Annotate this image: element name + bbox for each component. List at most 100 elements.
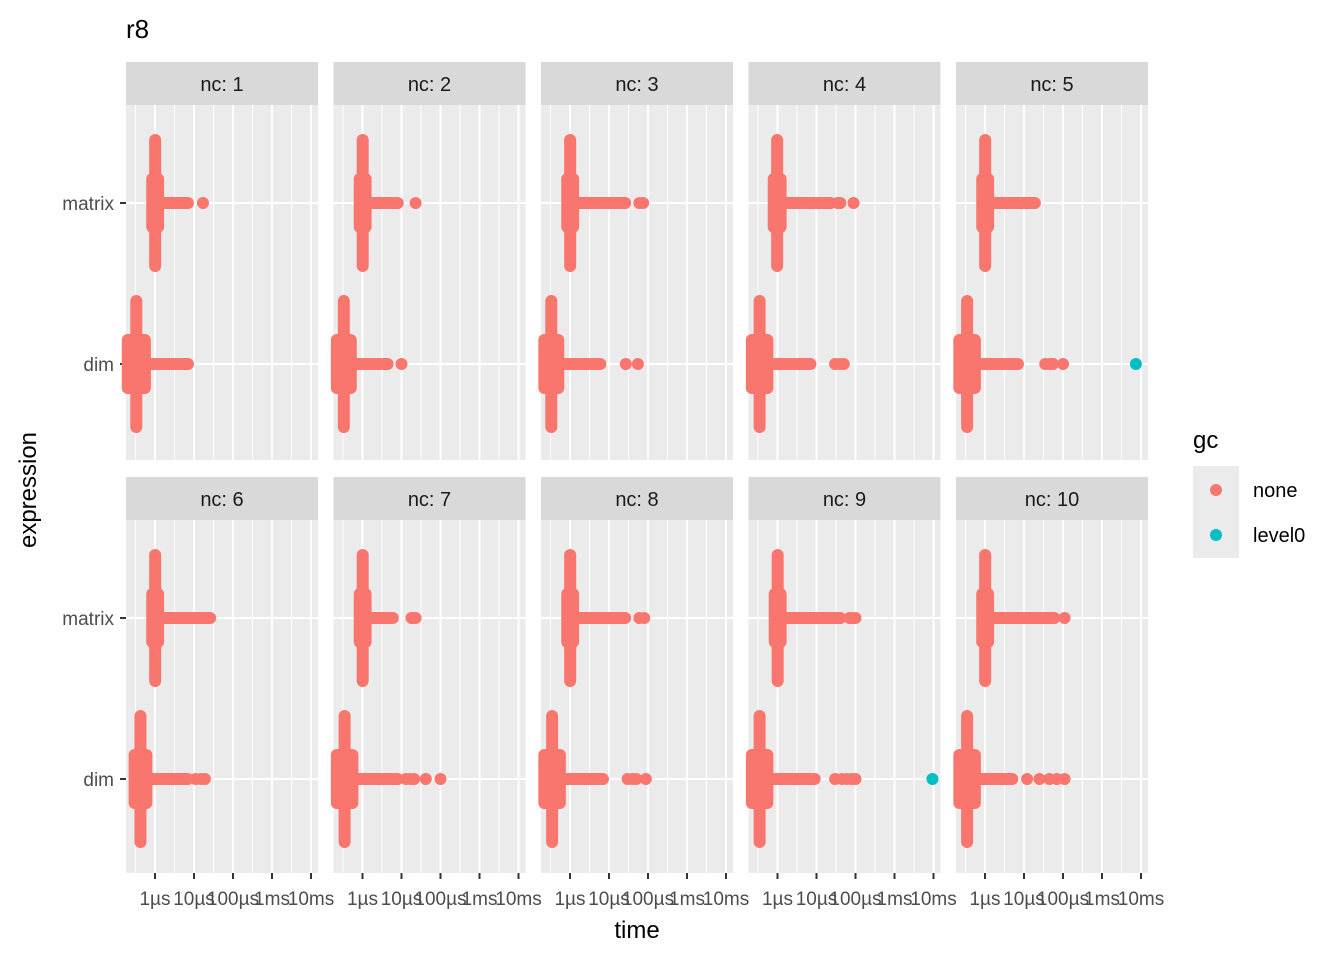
- x-tick-label: 1ms: [1084, 889, 1120, 910]
- x-axis-title: time: [614, 917, 659, 944]
- legend-key-level0: [1210, 529, 1222, 541]
- point-tail-dim: [963, 773, 1019, 785]
- x-tick-label: 1µs: [969, 889, 1000, 910]
- facet-panels: nc: 1 matrix dim nc: 2 nc: 3 nc: 4 nc: 5 nc: 6 1…: [62, 62, 1164, 910]
- facet-panel-nc-3: nc: 3: [538, 62, 733, 460]
- data-point-dim: [198, 773, 211, 785]
- data-point-level0-dim: [926, 773, 939, 785]
- x-tick-label: 100µs: [1037, 889, 1089, 910]
- y-tick-label: dim: [83, 770, 114, 791]
- x-tick-label: 100µs: [829, 889, 881, 910]
- y-tick-label: matrix: [62, 609, 114, 630]
- x-tick-label: 1µs: [554, 889, 585, 910]
- x-tick-label: 1µs: [347, 889, 378, 910]
- x-tick-label: 10µs: [588, 889, 630, 910]
- data-point-dim: [631, 358, 644, 370]
- x-tick-label: 10µs: [381, 889, 423, 910]
- point-tail-matrix: [771, 197, 837, 209]
- x-tick-label: 1ms: [462, 889, 498, 910]
- point-tail-dim: [133, 773, 194, 785]
- x-tick-label: 10µs: [1003, 889, 1045, 910]
- point-tail-dim: [963, 358, 1024, 370]
- x-tick-label: 10µs: [796, 889, 838, 910]
- legend-key-none: [1210, 484, 1222, 496]
- x-tick-label: 100µs: [207, 889, 259, 910]
- facet-panel-nc-1: nc: 1 matrix dim: [62, 62, 318, 460]
- facet-strip: [126, 477, 318, 520]
- x-tick-label: 1ms: [254, 889, 290, 910]
- data-point-matrix: [849, 612, 862, 624]
- facet-panel-nc-5: nc: 5: [953, 62, 1148, 460]
- point-tail-matrix: [771, 612, 847, 624]
- chart-title: r8: [126, 14, 149, 44]
- x-tick-label: 10ms: [288, 889, 334, 910]
- x-tick-label: 1ms: [877, 889, 913, 910]
- data-point-matrix: [409, 197, 422, 209]
- point-tail-dim: [548, 358, 607, 370]
- y-tick-label: dim: [83, 355, 114, 376]
- legend-label: none: [1253, 480, 1298, 502]
- facet-strip: [956, 477, 1148, 520]
- legend-key-background: [1193, 466, 1239, 558]
- facet-strip: [956, 62, 1148, 105]
- data-point-matrix: [409, 612, 422, 624]
- point-tail-matrix: [564, 612, 632, 624]
- point-tail-dim: [340, 358, 394, 370]
- data-point-dim: [837, 358, 850, 370]
- x-tick-label: 1µs: [139, 889, 170, 910]
- point-tail-matrix: [149, 197, 194, 209]
- point-tail-dim: [548, 773, 609, 785]
- facet-strip-label: nc: 5: [1030, 74, 1073, 96]
- x-tick-label: 10ms: [495, 889, 541, 910]
- facet-strip-label: nc: 8: [615, 489, 658, 511]
- facet-strip-label: nc: 9: [823, 489, 866, 511]
- facet-strip: [126, 62, 318, 105]
- point-tail-matrix: [564, 197, 632, 209]
- data-point-matrix: [847, 197, 860, 209]
- point-tail-matrix: [356, 612, 399, 624]
- data-point-dim: [395, 358, 408, 370]
- data-point-dim: [1021, 773, 1034, 785]
- data-point-dim: [1033, 773, 1046, 785]
- point-tail-dim: [133, 358, 194, 370]
- x-tick-label: 10ms: [703, 889, 749, 910]
- x-tick-label: 10ms: [1118, 889, 1164, 910]
- data-point-matrix: [196, 197, 209, 209]
- data-point-dim: [1057, 358, 1069, 370]
- facet-strip: [333, 62, 526, 105]
- data-point-dim: [419, 773, 432, 785]
- facet-strip-label: nc: 7: [408, 489, 451, 511]
- facet-strip-label: nc: 6: [200, 489, 243, 511]
- data-point-dim: [619, 358, 632, 370]
- facet-strip: [748, 62, 941, 105]
- facet-panel-nc-2: nc: 2: [330, 62, 526, 460]
- x-tick-label: 1µs: [762, 889, 793, 910]
- x-tick-label: 1ms: [669, 889, 705, 910]
- data-point-matrix: [637, 197, 650, 209]
- facet-strip: [333, 477, 526, 520]
- data-point-dim: [1058, 773, 1071, 785]
- x-tick-label: 100µs: [414, 889, 466, 910]
- facet-strip: [541, 62, 733, 105]
- point-tail-dim: [755, 773, 821, 785]
- data-point-dim: [434, 773, 447, 785]
- point-tail-dim: [755, 358, 817, 370]
- point-tail-matrix: [149, 612, 217, 624]
- facet-panel-nc-4: nc: 4: [745, 62, 941, 460]
- data-point-dim: [630, 773, 643, 785]
- x-tick-label: 10ms: [910, 889, 956, 910]
- legend-title: gc: [1193, 427, 1218, 454]
- data-point-dim: [408, 773, 421, 785]
- point-tail-matrix: [979, 612, 1061, 624]
- facet-strip: [541, 477, 733, 520]
- y-tick-label: matrix: [62, 194, 114, 215]
- facet-strip-label: nc: 1: [200, 74, 243, 96]
- point-tail-matrix: [979, 197, 1041, 209]
- x-tick-label: 100µs: [622, 889, 674, 910]
- facet-strip-label: nc: 2: [408, 74, 451, 96]
